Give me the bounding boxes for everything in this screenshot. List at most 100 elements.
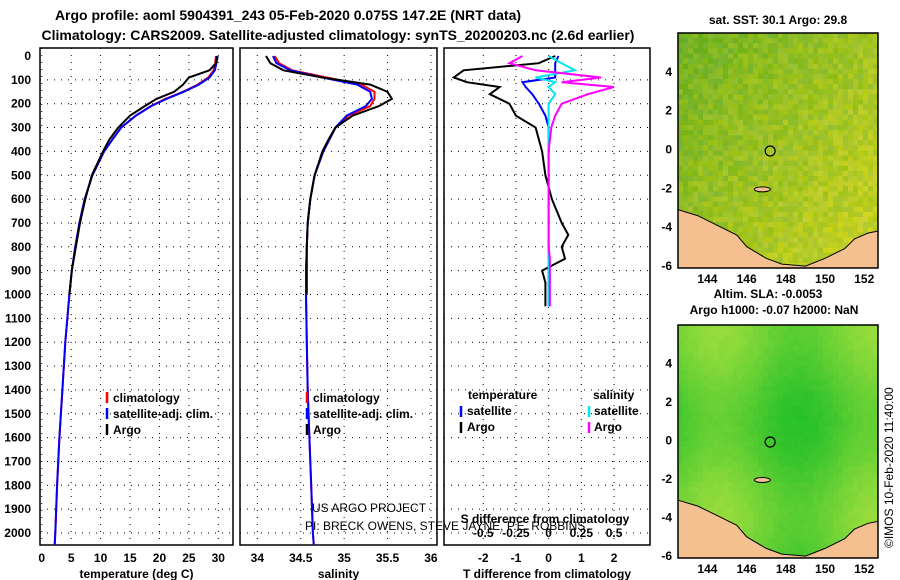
- map-cell: [803, 365, 809, 372]
- map-cell: [833, 211, 839, 218]
- map-cell: [698, 63, 704, 70]
- map-cell: [778, 441, 784, 448]
- map-cell: [688, 43, 694, 49]
- map-cell: [848, 109, 854, 116]
- map-cell: [798, 48, 804, 54]
- map-cell: [738, 335, 744, 341]
- map-cell: [688, 181, 694, 187]
- lat-tick-label: 2: [665, 395, 672, 409]
- map-cell: [703, 355, 709, 361]
- map-cell: [698, 33, 704, 39]
- map-cell: [683, 436, 689, 442]
- map-cell: [823, 370, 829, 377]
- map-cell: [758, 191, 764, 197]
- map-cell: [798, 125, 804, 131]
- map-cell: [753, 211, 759, 218]
- map-cell: [828, 527, 834, 534]
- map-cell: [823, 436, 829, 442]
- map-cell: [828, 436, 834, 442]
- map-cell: [868, 104, 874, 111]
- map-cell: [743, 497, 749, 503]
- map-cell: [713, 216, 719, 223]
- map-cell: [813, 461, 819, 468]
- map-cell: [763, 125, 769, 131]
- map-cell: [718, 33, 724, 39]
- map-cell: [873, 436, 879, 442]
- map-cell: [683, 350, 689, 356]
- map-cell: [693, 431, 699, 437]
- map-cell: [783, 350, 789, 356]
- map-cell: [738, 395, 744, 402]
- map-cell: [788, 165, 794, 172]
- map-cell: [773, 487, 779, 493]
- map-cell: [743, 196, 749, 203]
- map-cell: [693, 104, 699, 111]
- map-cell: [838, 370, 844, 377]
- map-cell: [848, 416, 854, 422]
- map-cell: [753, 114, 759, 121]
- map-cell: [698, 68, 704, 75]
- map-cell: [853, 330, 859, 336]
- map-cell: [793, 247, 799, 254]
- map-cell: [843, 446, 849, 453]
- map-cell: [688, 441, 694, 448]
- map-cell: [713, 340, 719, 346]
- map-cell: [858, 89, 864, 95]
- map-cell: [858, 58, 864, 65]
- map-cell: [788, 109, 794, 116]
- map-cell: [798, 165, 804, 172]
- map-cell: [773, 512, 779, 518]
- map-cell: [773, 375, 779, 382]
- map-cell: [738, 522, 744, 529]
- map-cell: [728, 401, 734, 407]
- map-cell: [788, 517, 794, 524]
- map-cell: [853, 401, 859, 407]
- map-cell: [783, 471, 789, 478]
- map-cell: [823, 247, 829, 254]
- map-cell: [758, 390, 764, 397]
- map-cell: [843, 345, 849, 351]
- map-cell: [818, 206, 824, 213]
- map-cell: [798, 130, 804, 136]
- map-cell: [813, 211, 819, 218]
- map-cell: [733, 191, 739, 197]
- map-cell: [868, 426, 874, 432]
- map-cell: [828, 33, 834, 39]
- map-cell: [818, 196, 824, 203]
- map-cell: [868, 436, 874, 442]
- map-cell: [848, 401, 854, 407]
- map-cell: [828, 109, 834, 116]
- map-cell: [733, 456, 739, 463]
- map-cell: [843, 471, 849, 478]
- map-cell: [793, 181, 799, 187]
- map-cell: [848, 451, 854, 458]
- map-cell: [798, 492, 804, 498]
- map-cell: [783, 160, 789, 167]
- map-cell: [778, 257, 784, 264]
- map-cell: [773, 537, 779, 544]
- map-cell: [778, 350, 784, 356]
- map-cell: [803, 517, 809, 524]
- map-cell: [703, 94, 709, 100]
- map-cell: [833, 109, 839, 116]
- map-cell: [863, 345, 869, 351]
- map-cell: [768, 426, 774, 432]
- map-cell: [723, 58, 729, 65]
- x-tick-label: 0: [38, 551, 45, 565]
- map-cell: [733, 38, 739, 44]
- map-cell: [823, 532, 829, 539]
- map-cell: [863, 48, 869, 54]
- map-cell: [838, 130, 844, 136]
- map-cell: [683, 196, 689, 203]
- map-cell: [758, 150, 764, 157]
- map-cell: [703, 89, 709, 95]
- map-cell: [718, 53, 724, 59]
- map-cell: [803, 48, 809, 54]
- map-cell: [748, 401, 754, 407]
- map-cell: [788, 145, 794, 151]
- map-cell: [723, 216, 729, 223]
- map-cell: [763, 181, 769, 187]
- map-cell: [828, 216, 834, 223]
- map-cell: [718, 135, 724, 141]
- map-cell: [838, 160, 844, 167]
